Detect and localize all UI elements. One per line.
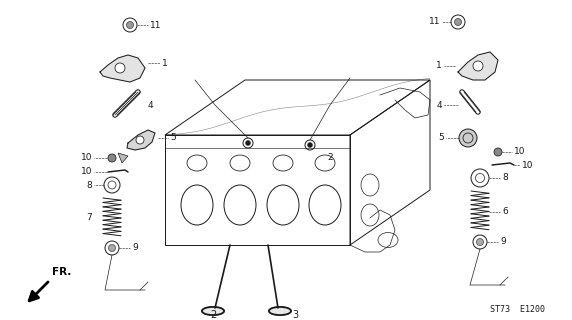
Circle shape	[476, 238, 483, 245]
Text: 4: 4	[436, 100, 442, 109]
Text: 10: 10	[522, 161, 534, 170]
Text: 11: 11	[150, 20, 161, 29]
Text: 1: 1	[162, 59, 168, 68]
Text: 5: 5	[438, 133, 444, 142]
Text: 8: 8	[86, 180, 92, 189]
Circle shape	[115, 63, 125, 73]
Ellipse shape	[269, 307, 291, 315]
Text: 10: 10	[514, 148, 526, 156]
Text: 9: 9	[132, 244, 138, 252]
Circle shape	[473, 61, 483, 71]
Ellipse shape	[202, 307, 224, 315]
Text: 8: 8	[502, 173, 508, 182]
Circle shape	[136, 136, 144, 144]
Polygon shape	[127, 130, 155, 150]
Circle shape	[459, 129, 477, 147]
Circle shape	[109, 244, 116, 252]
Text: 3: 3	[292, 310, 298, 320]
Text: 4: 4	[148, 100, 154, 109]
Circle shape	[308, 142, 312, 148]
Text: FR.: FR.	[52, 267, 72, 277]
Text: 5: 5	[170, 133, 176, 142]
Text: 10: 10	[81, 154, 92, 163]
Text: 7: 7	[86, 213, 92, 222]
Text: 6: 6	[502, 207, 508, 217]
Text: ST73  E1200: ST73 E1200	[490, 305, 545, 314]
Text: 9: 9	[500, 237, 506, 246]
Circle shape	[245, 140, 251, 146]
Circle shape	[455, 19, 462, 26]
Polygon shape	[100, 55, 145, 82]
Circle shape	[108, 154, 116, 162]
Text: 2: 2	[210, 310, 216, 320]
Text: 2: 2	[327, 154, 333, 163]
Polygon shape	[458, 52, 498, 80]
Text: 1: 1	[436, 61, 442, 70]
Circle shape	[494, 148, 502, 156]
Text: 11: 11	[428, 18, 440, 27]
Text: 10: 10	[81, 167, 92, 177]
Circle shape	[126, 21, 133, 28]
Polygon shape	[118, 153, 128, 163]
